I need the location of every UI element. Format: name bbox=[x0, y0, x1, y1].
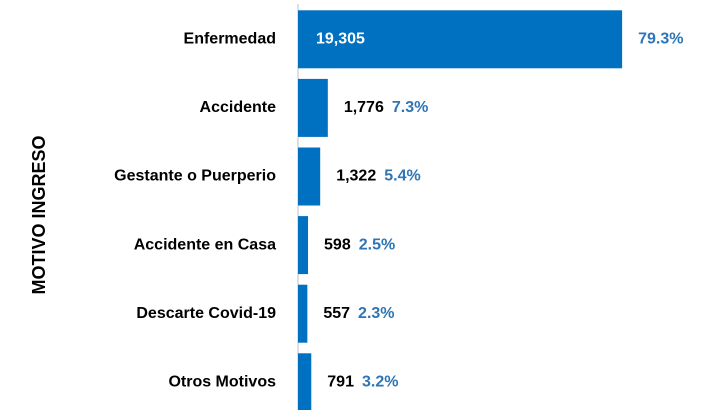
bar bbox=[298, 284, 308, 343]
bar bbox=[298, 353, 312, 410]
value-label: 1,776 bbox=[344, 99, 384, 116]
bar bbox=[298, 147, 321, 206]
bar bbox=[298, 78, 328, 137]
value-label: 598 bbox=[324, 236, 351, 253]
value-label: 19,305 bbox=[316, 31, 365, 48]
category-label: Descarte Covid-19 bbox=[136, 305, 276, 322]
share-label: 3.2% bbox=[362, 374, 398, 391]
share-label: 2.5% bbox=[359, 236, 395, 253]
bar bbox=[298, 10, 623, 69]
bar bbox=[298, 216, 309, 275]
category-label: Accidente en Casa bbox=[134, 236, 276, 253]
share-label: 79.3% bbox=[638, 31, 683, 48]
value-label: 557 bbox=[323, 305, 350, 322]
category-label: Otros Motivos bbox=[168, 374, 276, 391]
y-axis-label: MOTIVO INGRESO bbox=[29, 135, 49, 294]
share-label: 5.4% bbox=[384, 168, 420, 185]
value-label: 1,322 bbox=[336, 168, 376, 185]
share-label: 7.3% bbox=[392, 99, 428, 116]
category-label: Enfermedad bbox=[184, 31, 276, 48]
category-label: Gestante o Puerperio bbox=[114, 168, 276, 185]
category-label: Accidente bbox=[200, 99, 277, 116]
share-label: 2.3% bbox=[358, 305, 394, 322]
value-label: 791 bbox=[327, 374, 354, 391]
